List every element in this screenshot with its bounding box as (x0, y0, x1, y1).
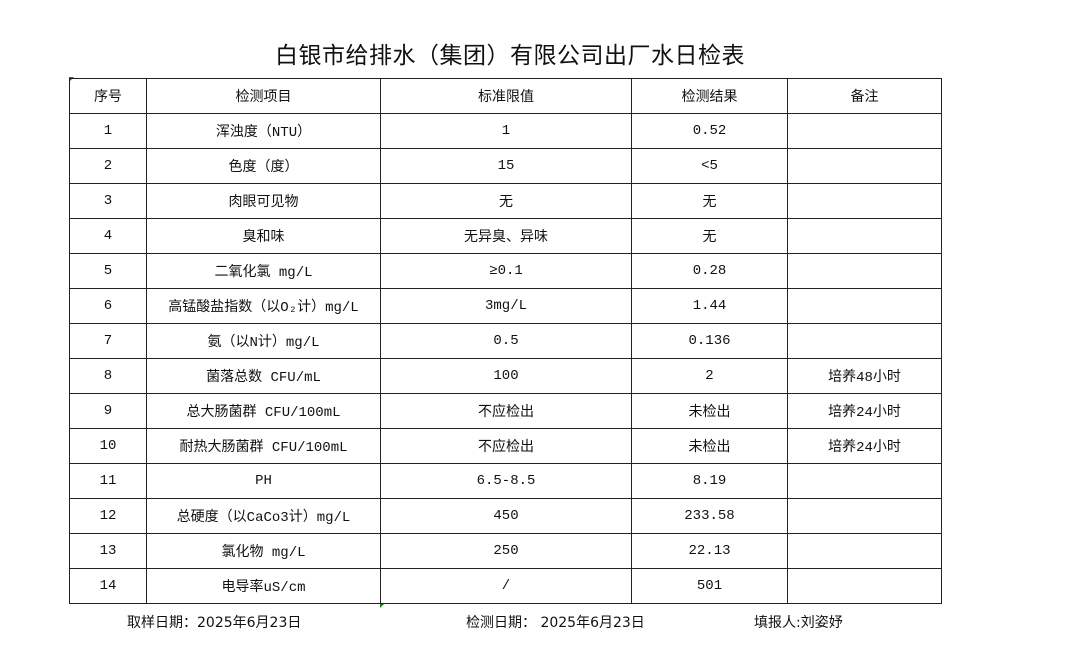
row-number-cell: 6 (69, 288, 147, 324)
inspection-table: 序号 检测项目 标准限值 检测结果 备注 1 浑浊度（NTU） 1 0.52 2 色度（度… (69, 78, 942, 604)
row-number-cell: 5 (69, 253, 147, 289)
test-result-cell: 未检出 (631, 428, 788, 464)
standard-limit-cell: 不应检出 (380, 393, 632, 429)
row-number-cell: 1 (69, 113, 147, 149)
test-item-cell: 菌落总数 CFU/mL (146, 358, 381, 394)
standard-limit-cell: 15 (380, 148, 632, 184)
table-row: 2 色度（度） 15 <5 (69, 148, 942, 184)
row-number-cell: 7 (69, 323, 147, 359)
row-number-cell: 4 (69, 218, 147, 254)
table-row: 5 二氧化氯 mg/L ≥0.1 0.28 (69, 253, 942, 289)
test-date: 检测日期： 2025年6月23日 (466, 615, 645, 631)
cell-marker-icon (380, 603, 385, 608)
table-row: 12 总硬度（以CaCo3计）mg/L 450 233.58 (69, 498, 942, 534)
remark-cell (787, 218, 942, 254)
test-item-cell: 耐热大肠菌群 CFU/100mL (146, 428, 381, 464)
test-item-cell: 臭和味 (146, 218, 381, 254)
remark-cell (787, 288, 942, 324)
test-item-cell: 浑浊度（NTU） (146, 113, 381, 149)
header-row: 序号 检测项目 标准限值 检测结果 备注 (69, 78, 942, 114)
table-row: 11 PH 6.5-8.5 8.19 (69, 463, 942, 499)
remark-cell (787, 498, 942, 534)
standard-limit-cell: / (380, 568, 632, 604)
test-result-cell: 22.13 (631, 533, 788, 569)
row-number-cell: 2 (69, 148, 147, 184)
row-number-cell: 3 (69, 183, 147, 219)
remark-cell (787, 463, 942, 499)
table-row: 10 耐热大肠菌群 CFU/100mL 不应检出 未检出 培养24小时 (69, 428, 942, 464)
standard-limit-cell: 1 (380, 113, 632, 149)
table-row: 9 总大肠菌群 CFU/100mL 不应检出 未检出 培养24小时 (69, 393, 942, 429)
standard-limit-cell: 无 (380, 183, 632, 219)
row-number-cell: 8 (69, 358, 147, 394)
test-item-cell: 色度（度） (146, 148, 381, 184)
test-item-cell: 电导率uS/cm (146, 568, 381, 604)
standard-limit-cell: 不应检出 (380, 428, 632, 464)
table-row: 4 臭和味 无异臭、异味无 (69, 218, 942, 254)
test-item-cell: 总硬度（以CaCo3计）mg/L (146, 498, 381, 534)
test-item-cell: 高锰酸盐指数（以O₂计）mg/L (146, 288, 381, 324)
standard-limit-cell: 450 (380, 498, 632, 534)
header-note: 备注 (787, 78, 942, 114)
test-result-cell: 未检出 (631, 393, 788, 429)
standard-limit-cell: 100 (380, 358, 632, 394)
test-item-cell: 氯化物 mg/L (146, 533, 381, 569)
standard-limit-cell: 0.5 (380, 323, 632, 359)
standard-limit-cell: ≥0.1 (380, 253, 632, 289)
standard-limit-cell: 250 (380, 533, 632, 569)
test-item-cell: 氨（以N计）mg/L (146, 323, 381, 359)
test-result-cell: 233.58 (631, 498, 788, 534)
test-item-cell: 二氧化氯 mg/L (146, 253, 381, 289)
row-number-cell: 13 (69, 533, 147, 569)
table-row: 6 高锰酸盐指数（以O₂计）mg/L 3mg/L 1.44 (69, 288, 942, 324)
test-result-cell: 无 (631, 183, 788, 219)
standard-limit-cell: 6.5-8.5 (380, 463, 632, 499)
row-number-cell: 12 (69, 498, 147, 534)
row-number-cell: 9 (69, 393, 147, 429)
page-title: 白银市给排水（集团）有限公司出厂水日检表 (275, 43, 745, 69)
test-result-cell: 8.19 (631, 463, 788, 499)
header-limit: 标准限值 (380, 78, 632, 114)
test-result-cell: 0.28 (631, 253, 788, 289)
remark-cell: 培养24小时 (787, 428, 942, 464)
test-item-cell: 总大肠菌群 CFU/100mL (146, 393, 381, 429)
test-result-cell: 无 (631, 218, 788, 254)
row-number-cell: 14 (69, 568, 147, 604)
standard-limit-cell: 3mg/L (380, 288, 632, 324)
test-result-cell: 0.52 (631, 113, 788, 149)
row-number-cell: 11 (69, 463, 147, 499)
sample-date: 取样日期：2025年6月23日 (127, 615, 302, 631)
remark-cell: 培养24小时 (787, 393, 942, 429)
table-row: 7 氨（以N计）mg/L 0.5 0.136 (69, 323, 942, 359)
header-item: 检测项目 (146, 78, 381, 114)
table-row: 13 氯化物 mg/L 250 22.13 (69, 533, 942, 569)
header-no: 序号 (69, 78, 147, 114)
remark-cell (787, 148, 942, 184)
test-item-cell: 肉眼可见物 (146, 183, 381, 219)
remark-cell (787, 568, 942, 604)
remark-cell (787, 323, 942, 359)
remark-cell (787, 183, 942, 219)
reporter: 填报人:刘姿妤 (754, 615, 843, 631)
table-row: 1 浑浊度（NTU） 1 0.52 (69, 113, 942, 149)
remark-cell (787, 253, 942, 289)
test-result-cell: 0.136 (631, 323, 788, 359)
remark-cell: 培养48小时 (787, 358, 942, 394)
test-result-cell: 1.44 (631, 288, 788, 324)
row-number-cell: 10 (69, 428, 147, 464)
test-result-cell: 2 (631, 358, 788, 394)
table-row: 3 肉眼可见物无无 (69, 183, 942, 219)
standard-limit-cell: 无异臭、异味 (380, 218, 632, 254)
table-row: 14 电导率uS/cm/501 (69, 568, 942, 604)
header-result: 检测结果 (631, 78, 788, 114)
remark-cell (787, 113, 942, 149)
table-row: 8 菌落总数 CFU/mL 100 2 培养48小时 (69, 358, 942, 394)
test-result-cell: <5 (631, 148, 788, 184)
test-result-cell: 501 (631, 568, 788, 604)
test-item-cell: PH (146, 463, 381, 499)
remark-cell (787, 533, 942, 569)
